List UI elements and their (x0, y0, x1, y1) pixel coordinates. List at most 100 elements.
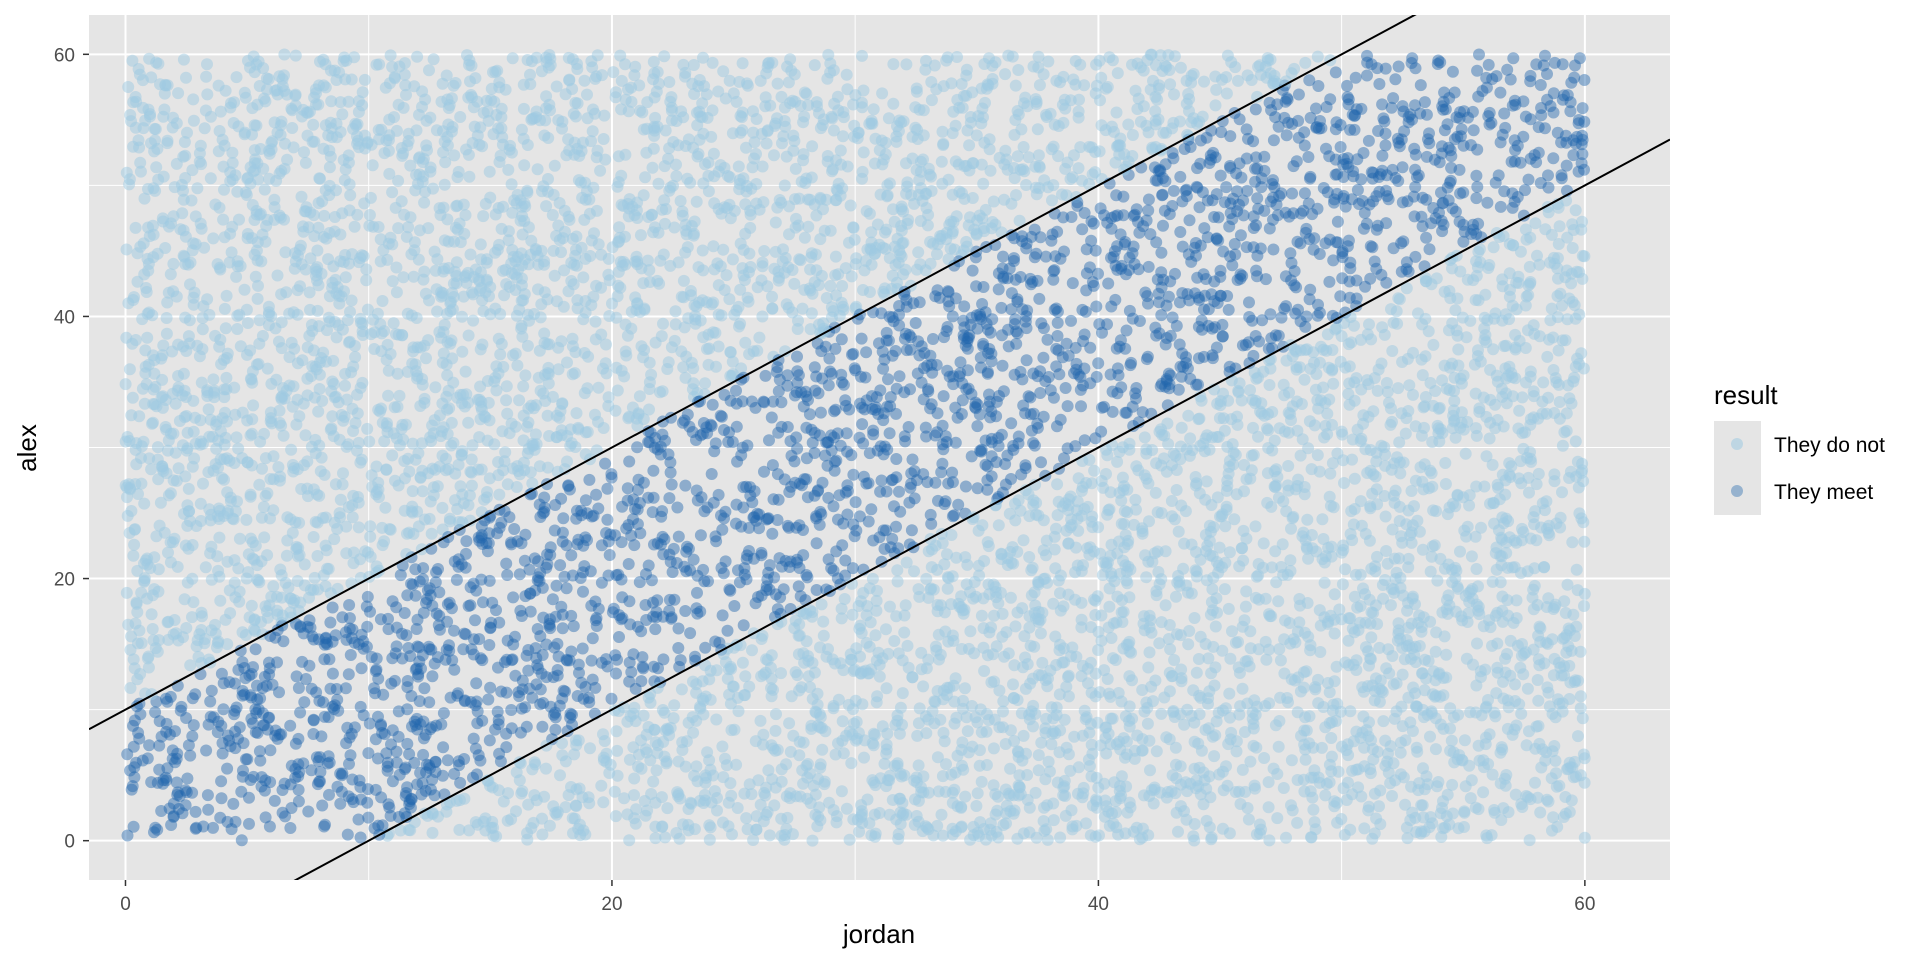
point-they-do-not (1392, 382, 1405, 395)
point-they-do-not (726, 253, 739, 266)
point-they-meet (737, 481, 750, 494)
point-they-meet (1448, 133, 1461, 146)
point-they-do-not (1367, 405, 1380, 418)
point-they-meet (1329, 168, 1342, 181)
point-they-meet (1405, 57, 1418, 69)
point-they-do-not (1304, 644, 1317, 657)
point-they-meet (885, 474, 898, 487)
point-they-do-not (1424, 565, 1437, 578)
point-they-do-not (1149, 486, 1162, 499)
point-they-do-not (1184, 432, 1197, 445)
point-they-do-not (348, 220, 361, 233)
point-they-do-not (1532, 694, 1545, 707)
point-they-meet (904, 331, 917, 344)
point-they-meet (472, 531, 485, 544)
point-they-meet (1009, 313, 1022, 326)
point-they-do-not (570, 230, 583, 243)
point-they-meet (1571, 130, 1583, 143)
point-they-do-not (1384, 402, 1397, 415)
point-they-do-not (330, 331, 343, 344)
point-they-do-not (1569, 435, 1582, 448)
point-they-do-not (231, 323, 244, 335)
point-they-meet (550, 579, 563, 592)
point-they-do-not (364, 530, 377, 543)
point-they-do-not (913, 702, 926, 715)
point-they-do-not (928, 59, 941, 72)
point-they-do-not (159, 242, 172, 254)
point-they-do-not (1553, 220, 1566, 233)
point-they-meet (312, 755, 325, 768)
point-they-do-not (1034, 627, 1047, 640)
point-they-meet (1008, 252, 1020, 265)
point-they-do-not (679, 371, 692, 384)
point-they-do-not (129, 221, 142, 234)
point-they-do-not (961, 725, 974, 738)
point-they-meet (877, 524, 890, 537)
point-they-meet (186, 786, 199, 799)
point-they-meet (1401, 195, 1414, 208)
point-they-do-not (172, 370, 185, 382)
point-they-meet (254, 754, 267, 767)
point-they-meet (933, 291, 946, 304)
point-they-do-not (1035, 736, 1048, 749)
point-they-meet (730, 498, 743, 511)
point-they-do-not (628, 69, 641, 82)
point-they-meet (1398, 125, 1411, 138)
point-they-do-not (999, 738, 1012, 750)
point-they-meet (1208, 275, 1221, 288)
point-they-meet (1030, 247, 1043, 260)
point-they-meet (903, 496, 916, 509)
point-they-do-not (645, 368, 658, 381)
point-they-do-not (687, 59, 700, 71)
point-they-do-not (204, 172, 217, 185)
point-they-meet (249, 643, 262, 656)
point-they-meet (730, 420, 743, 433)
point-they-do-not (124, 682, 137, 694)
point-they-do-not (517, 102, 530, 115)
point-they-do-not (1244, 384, 1256, 397)
point-they-do-not (1030, 188, 1043, 201)
point-they-do-not (1487, 497, 1500, 510)
point-they-meet (752, 591, 764, 603)
point-they-do-not (510, 481, 523, 493)
point-they-meet (732, 564, 744, 577)
point-they-meet (1120, 324, 1133, 337)
point-they-do-not (719, 92, 732, 105)
point-they-meet (1290, 281, 1303, 294)
point-they-do-not (1454, 545, 1466, 558)
point-they-do-not (505, 417, 518, 430)
point-they-do-not (911, 729, 924, 742)
point-they-do-not (1301, 513, 1314, 526)
point-they-meet (1507, 52, 1520, 65)
point-they-do-not (390, 286, 403, 299)
point-they-meet (1010, 337, 1023, 350)
point-they-meet (936, 419, 949, 432)
point-they-meet (855, 332, 868, 345)
point-they-do-not (344, 189, 357, 202)
point-they-do-not (1490, 563, 1503, 576)
point-they-meet (1190, 249, 1202, 262)
point-they-meet (623, 595, 636, 608)
point-they-meet (1125, 356, 1138, 369)
point-they-do-not (1387, 678, 1400, 691)
point-they-meet (880, 485, 893, 498)
point-they-do-not (121, 509, 134, 522)
point-they-do-not (217, 213, 230, 226)
point-they-do-not (1189, 564, 1202, 577)
point-they-meet (475, 531, 488, 544)
point-they-meet (1104, 368, 1117, 381)
point-they-do-not (1358, 822, 1371, 835)
point-they-do-not (781, 811, 794, 824)
point-they-do-not (1242, 813, 1255, 826)
point-they-meet (1214, 169, 1227, 182)
point-they-meet (715, 562, 728, 574)
point-they-meet (931, 407, 944, 420)
point-they-do-not (775, 667, 787, 680)
point-they-meet (774, 591, 787, 604)
point-they-do-not (977, 641, 990, 654)
point-they-meet (540, 561, 553, 574)
point-they-do-not (1203, 821, 1216, 834)
point-they-meet (1389, 73, 1402, 86)
point-they-do-not (532, 283, 544, 296)
point-they-do-not (1216, 822, 1229, 835)
